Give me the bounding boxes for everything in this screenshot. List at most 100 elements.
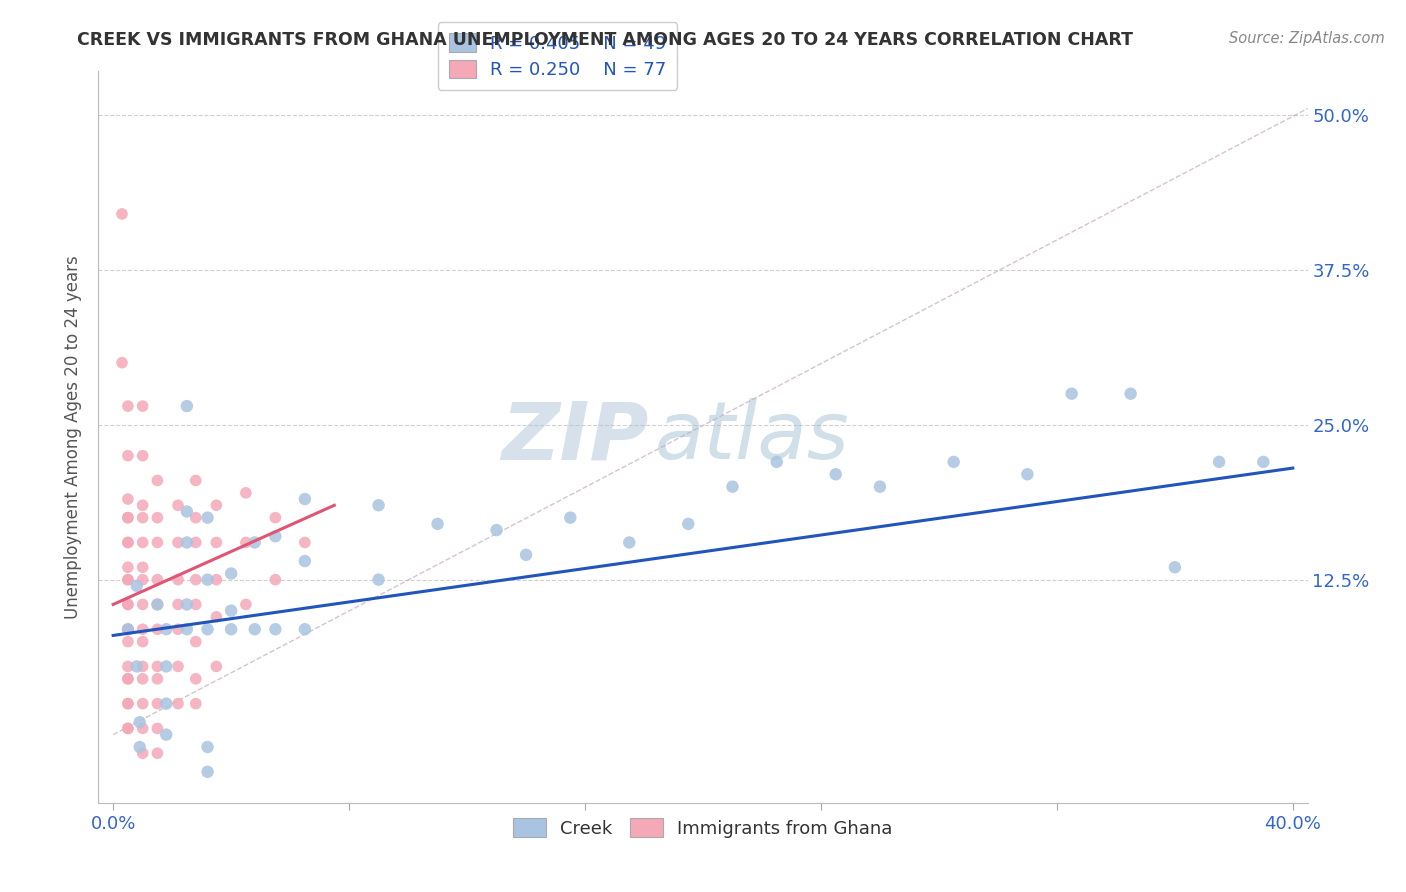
Point <box>197 764 219 779</box>
Point <box>131 598 153 612</box>
Point <box>131 672 153 686</box>
Point <box>721 480 744 494</box>
Point <box>131 510 153 524</box>
Point <box>117 598 139 612</box>
Point <box>1017 467 1039 482</box>
Point <box>235 535 257 549</box>
Point <box>184 697 207 711</box>
Point <box>1164 560 1187 574</box>
Point <box>619 535 641 549</box>
Point <box>235 598 257 612</box>
Point <box>294 622 316 636</box>
Point <box>1253 455 1275 469</box>
Point <box>184 598 207 612</box>
Point <box>117 510 139 524</box>
Point <box>131 573 153 587</box>
Point <box>117 560 139 574</box>
Point <box>131 659 153 673</box>
Point <box>117 535 139 549</box>
Point <box>117 697 139 711</box>
Point <box>146 573 169 587</box>
Point <box>128 715 150 730</box>
Point <box>131 399 153 413</box>
Point <box>117 535 139 549</box>
Point <box>219 566 242 581</box>
Point <box>155 728 177 742</box>
Point <box>146 598 169 612</box>
Point <box>205 573 228 587</box>
Point <box>184 634 207 648</box>
Point <box>117 598 139 612</box>
Point <box>131 722 153 736</box>
Point <box>184 474 207 488</box>
Point <box>942 455 965 469</box>
Point <box>125 659 148 673</box>
Point <box>167 697 190 711</box>
Point <box>146 622 169 636</box>
Point <box>176 598 198 612</box>
Point <box>167 498 190 512</box>
Point <box>131 634 153 648</box>
Text: atlas: atlas <box>655 398 849 476</box>
Point <box>117 634 139 648</box>
Point <box>146 598 169 612</box>
Point <box>117 510 139 524</box>
Point <box>367 573 389 587</box>
Point <box>117 622 139 636</box>
Point <box>294 535 316 549</box>
Point <box>1208 455 1230 469</box>
Point <box>146 535 169 549</box>
Point <box>765 455 787 469</box>
Point <box>117 697 139 711</box>
Point <box>146 474 169 488</box>
Point <box>205 498 228 512</box>
Point <box>117 399 139 413</box>
Point <box>184 535 207 549</box>
Text: CREEK VS IMMIGRANTS FROM GHANA UNEMPLOYMENT AMONG AGES 20 TO 24 YEARS CORRELATIO: CREEK VS IMMIGRANTS FROM GHANA UNEMPLOYM… <box>77 31 1133 49</box>
Point <box>264 510 287 524</box>
Point <box>264 573 287 587</box>
Point <box>176 622 198 636</box>
Point <box>197 739 219 754</box>
Point <box>146 697 169 711</box>
Point <box>146 722 169 736</box>
Point <box>824 467 846 482</box>
Point <box>205 610 228 624</box>
Point <box>560 510 582 524</box>
Point <box>117 672 139 686</box>
Point <box>678 516 700 531</box>
Point <box>167 573 190 587</box>
Point <box>131 449 153 463</box>
Point <box>131 560 153 574</box>
Point <box>155 622 177 636</box>
Point <box>176 399 198 413</box>
Point <box>146 746 169 760</box>
Point <box>146 510 169 524</box>
Point <box>117 491 139 506</box>
Point <box>426 516 449 531</box>
Point <box>117 659 139 673</box>
Point <box>1119 386 1142 401</box>
Point <box>367 498 389 512</box>
Point <box>117 573 139 587</box>
Point <box>131 746 153 760</box>
Point <box>184 573 207 587</box>
Point <box>117 622 139 636</box>
Point <box>1060 386 1083 401</box>
Point <box>219 604 242 618</box>
Point <box>243 622 266 636</box>
Point <box>235 486 257 500</box>
Y-axis label: Unemployment Among Ages 20 to 24 years: Unemployment Among Ages 20 to 24 years <box>65 255 83 619</box>
Point <box>176 535 198 549</box>
Point <box>167 535 190 549</box>
Point <box>155 697 177 711</box>
Text: ZIP: ZIP <box>501 398 648 476</box>
Point <box>219 622 242 636</box>
Point <box>176 504 198 518</box>
Point <box>111 207 134 221</box>
Point <box>294 554 316 568</box>
Point <box>117 622 139 636</box>
Point <box>117 672 139 686</box>
Point <box>264 529 287 543</box>
Point <box>184 510 207 524</box>
